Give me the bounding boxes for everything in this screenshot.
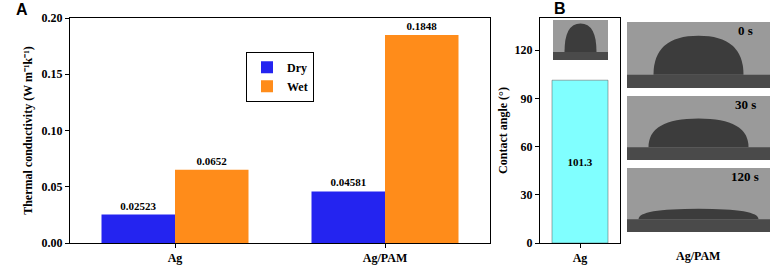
svg-text:Contact angle (°): Contact angle (°) [496,87,510,174]
svg-text:120 s: 120 s [731,169,759,184]
svg-text:Dry: Dry [287,61,307,75]
svg-text:101.3: 101.3 [567,156,592,168]
svg-text:Ag: Ag [573,251,588,265]
svg-text:0.20: 0.20 [42,11,63,25]
svg-text:0.02523: 0.02523 [120,200,156,212]
svg-text:Ag/PAM: Ag/PAM [676,249,720,263]
svg-text:Ag: Ag [168,251,183,265]
svg-text:0.10: 0.10 [42,124,63,138]
svg-text:0.05: 0.05 [42,180,63,194]
svg-text:0.15: 0.15 [42,67,63,81]
svg-text:0.1848: 0.1848 [406,20,437,32]
svg-text:60: 60 [521,140,533,154]
svg-text:0.00: 0.00 [42,236,63,250]
svg-text:30 s: 30 s [735,97,756,112]
svg-text:0 s: 0 s [738,23,753,38]
svg-text:Thermal conductivity (W m⁻¹k⁻¹: Thermal conductivity (W m⁻¹k⁻¹) [21,46,35,215]
svg-text:0: 0 [527,236,533,250]
svg-text:Wet: Wet [287,80,308,94]
svg-text:B: B [554,0,566,17]
svg-text:90: 90 [521,92,533,106]
svg-text:120: 120 [515,43,533,57]
svg-text:A: A [16,1,28,18]
svg-text:30: 30 [521,188,533,202]
svg-text:0.04581: 0.04581 [330,176,366,188]
svg-text:0.0652: 0.0652 [196,155,227,167]
svg-text:Ag/PAM: Ag/PAM [363,251,407,265]
